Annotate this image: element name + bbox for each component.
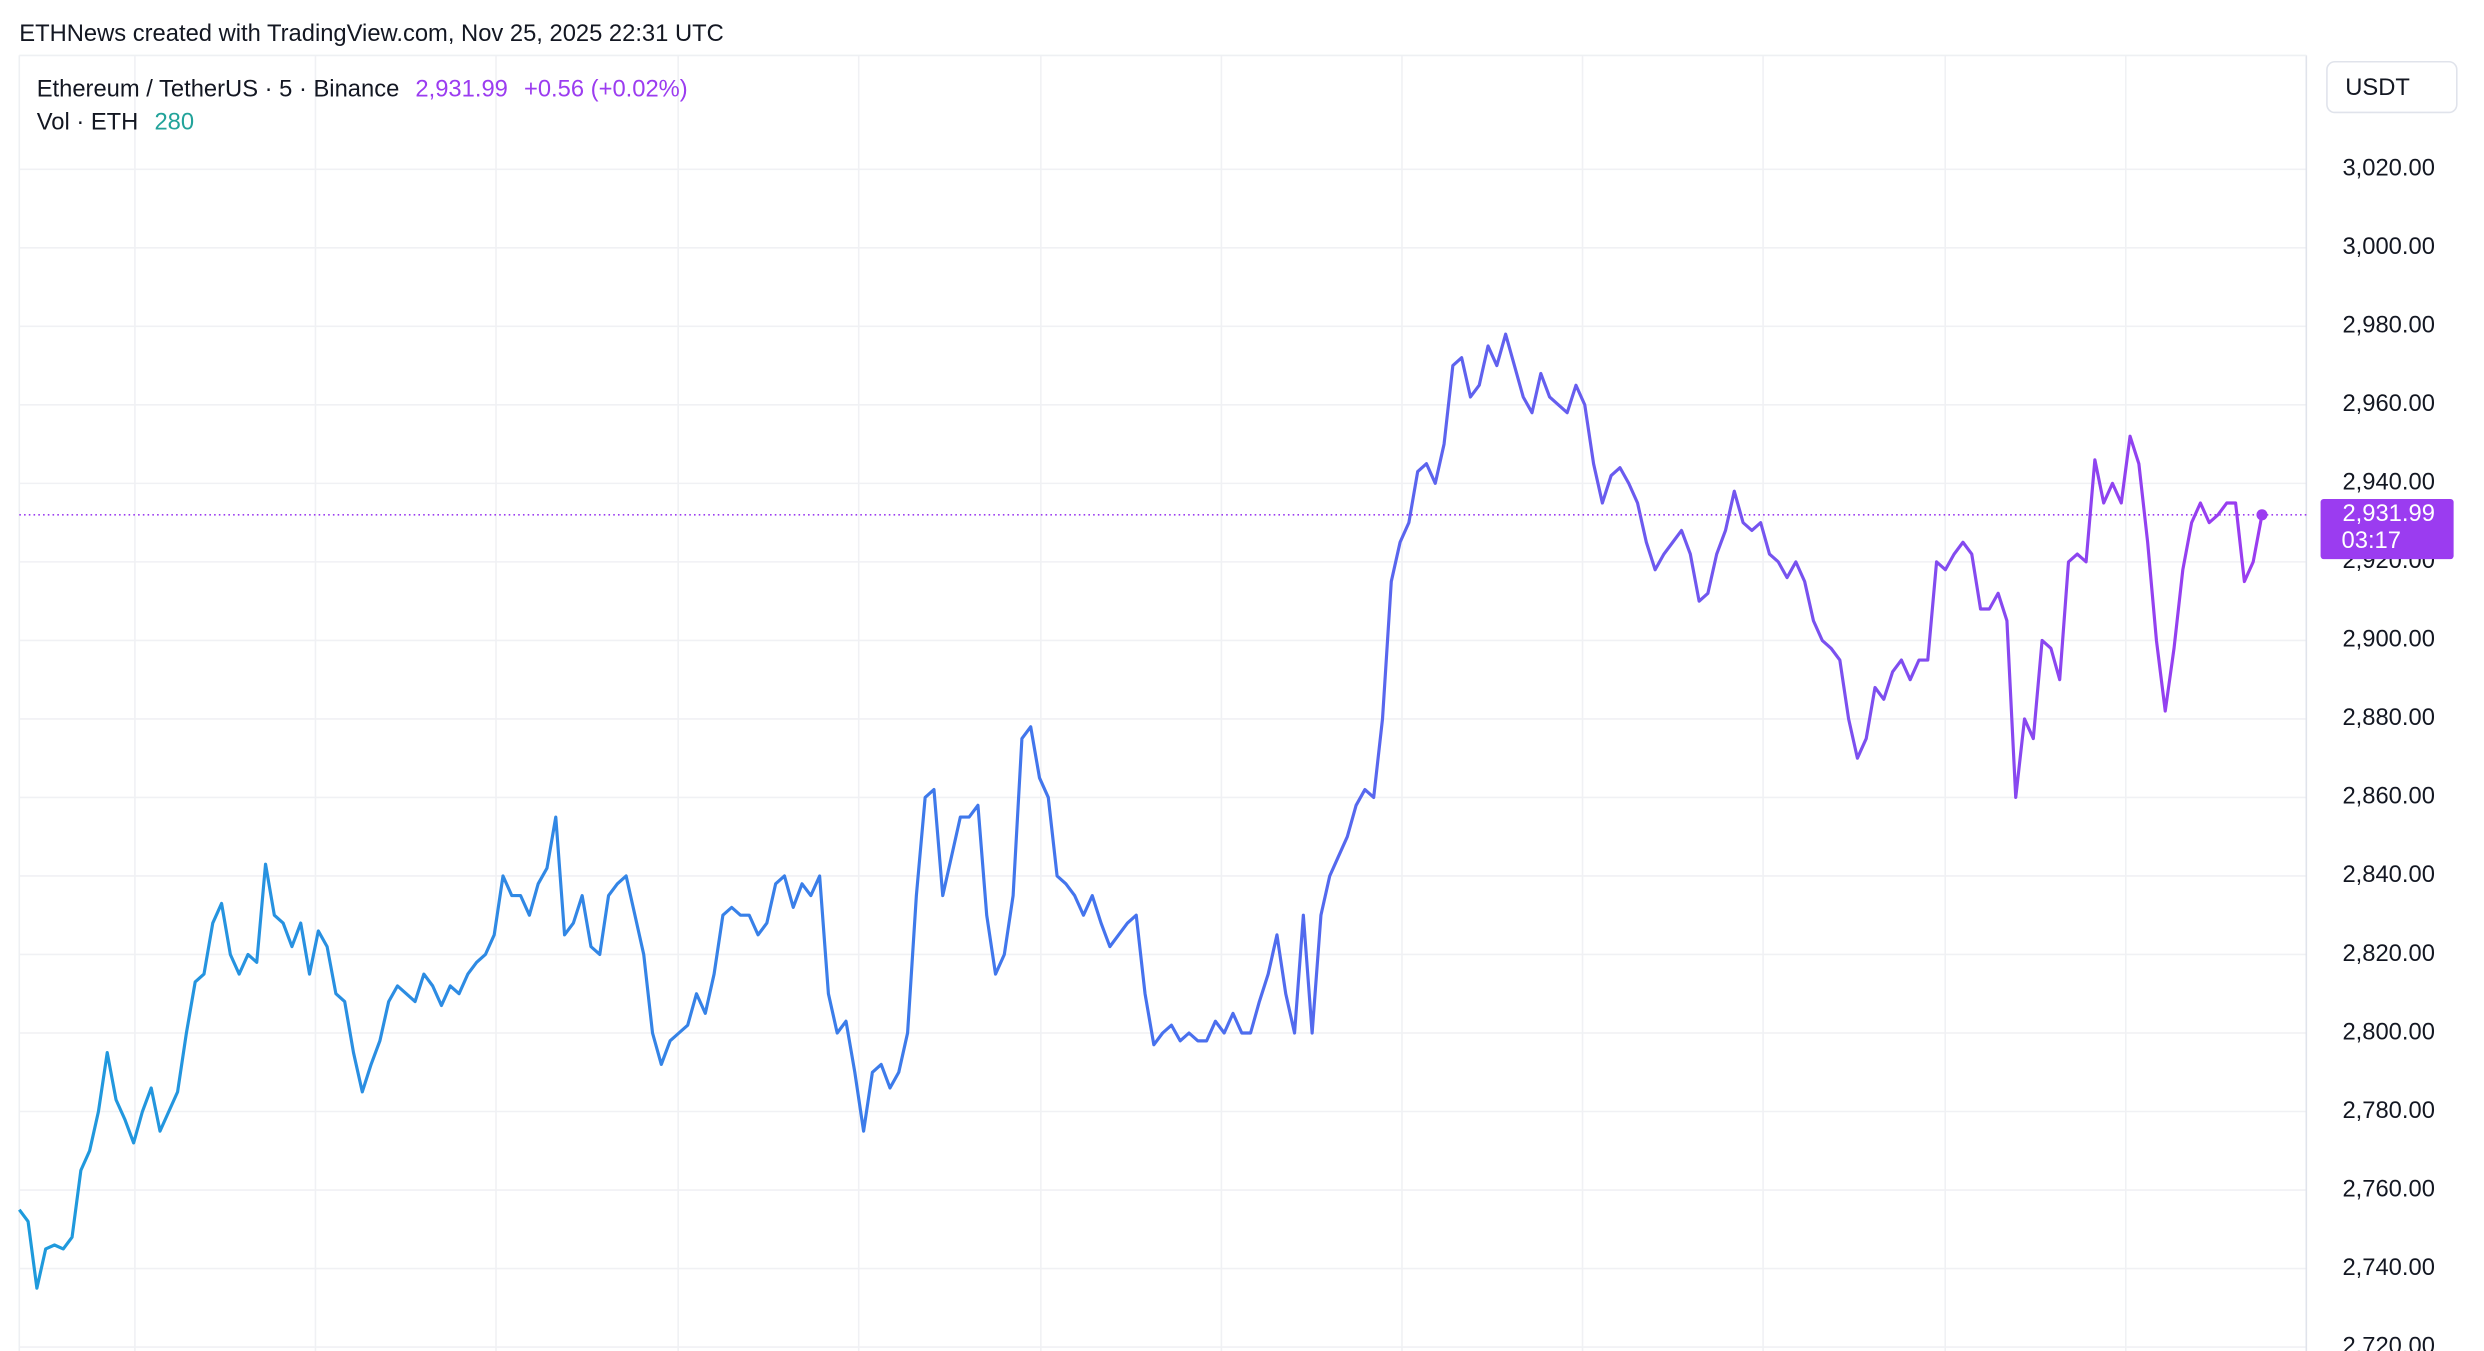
header: ETHNews created with TradingView.com, No… — [19, 20, 723, 47]
y-tick-label: 2,740.00 — [2342, 1254, 2434, 1281]
volume-label: Vol · ETH — [37, 109, 139, 136]
y-tick-label: 2,860.00 — [2342, 783, 2434, 810]
volume-value: 280 — [154, 109, 194, 136]
y-tick-label: 2,820.00 — [2342, 940, 2434, 967]
last-price: 2,931.99 — [415, 76, 507, 103]
y-tick-label: 2,880.00 — [2342, 704, 2434, 731]
y-tick-label: 2,760.00 — [2342, 1175, 2434, 1202]
y-tick-label: 2,840.00 — [2342, 861, 2434, 888]
y-tick-label: 2,980.00 — [2342, 312, 2434, 339]
y-tick-label: 3,000.00 — [2342, 233, 2434, 260]
price-tag-countdown: 03:17 — [2342, 527, 2401, 554]
y-tick-label: 2,720.00 — [2342, 1332, 2434, 1351]
price-line — [18, 332, 2264, 1290]
volume-legend: Vol · ETH 280 — [37, 109, 194, 136]
last-point — [2256, 509, 2268, 521]
y-tick-label: 2,900.00 — [2342, 626, 2434, 653]
legend-line: Ethereum / TetherUS · 5 · Binance 2,931.… — [37, 76, 688, 103]
currency-button[interactable] — [2326, 60, 2458, 114]
y-tick-label: 2,780.00 — [2342, 1097, 2434, 1124]
price-tag — [2320, 498, 2454, 560]
time-grid — [19, 55, 2307, 1351]
y-tick-label: 2,960.00 — [2342, 390, 2434, 417]
y-tick-label: 2,800.00 — [2342, 1018, 2434, 1045]
y-tick-label: 2,940.00 — [2342, 469, 2434, 496]
symbol: Ethereum / TetherUS · 5 · Binance — [37, 76, 400, 103]
y-tick-label: 3,020.00 — [2342, 155, 2434, 182]
price-tag-value: 2,931.99 — [2342, 500, 2434, 527]
change: +0.56 (+0.02%) — [524, 76, 688, 103]
currency[interactable]: USDT — [2345, 74, 2410, 101]
